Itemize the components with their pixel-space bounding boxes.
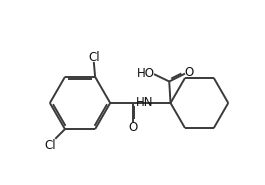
Text: O: O <box>128 121 137 134</box>
Text: HO: HO <box>137 67 155 80</box>
Text: Cl: Cl <box>45 139 56 152</box>
Text: HN: HN <box>135 96 153 109</box>
Text: Cl: Cl <box>88 51 100 64</box>
Text: O: O <box>184 66 193 79</box>
